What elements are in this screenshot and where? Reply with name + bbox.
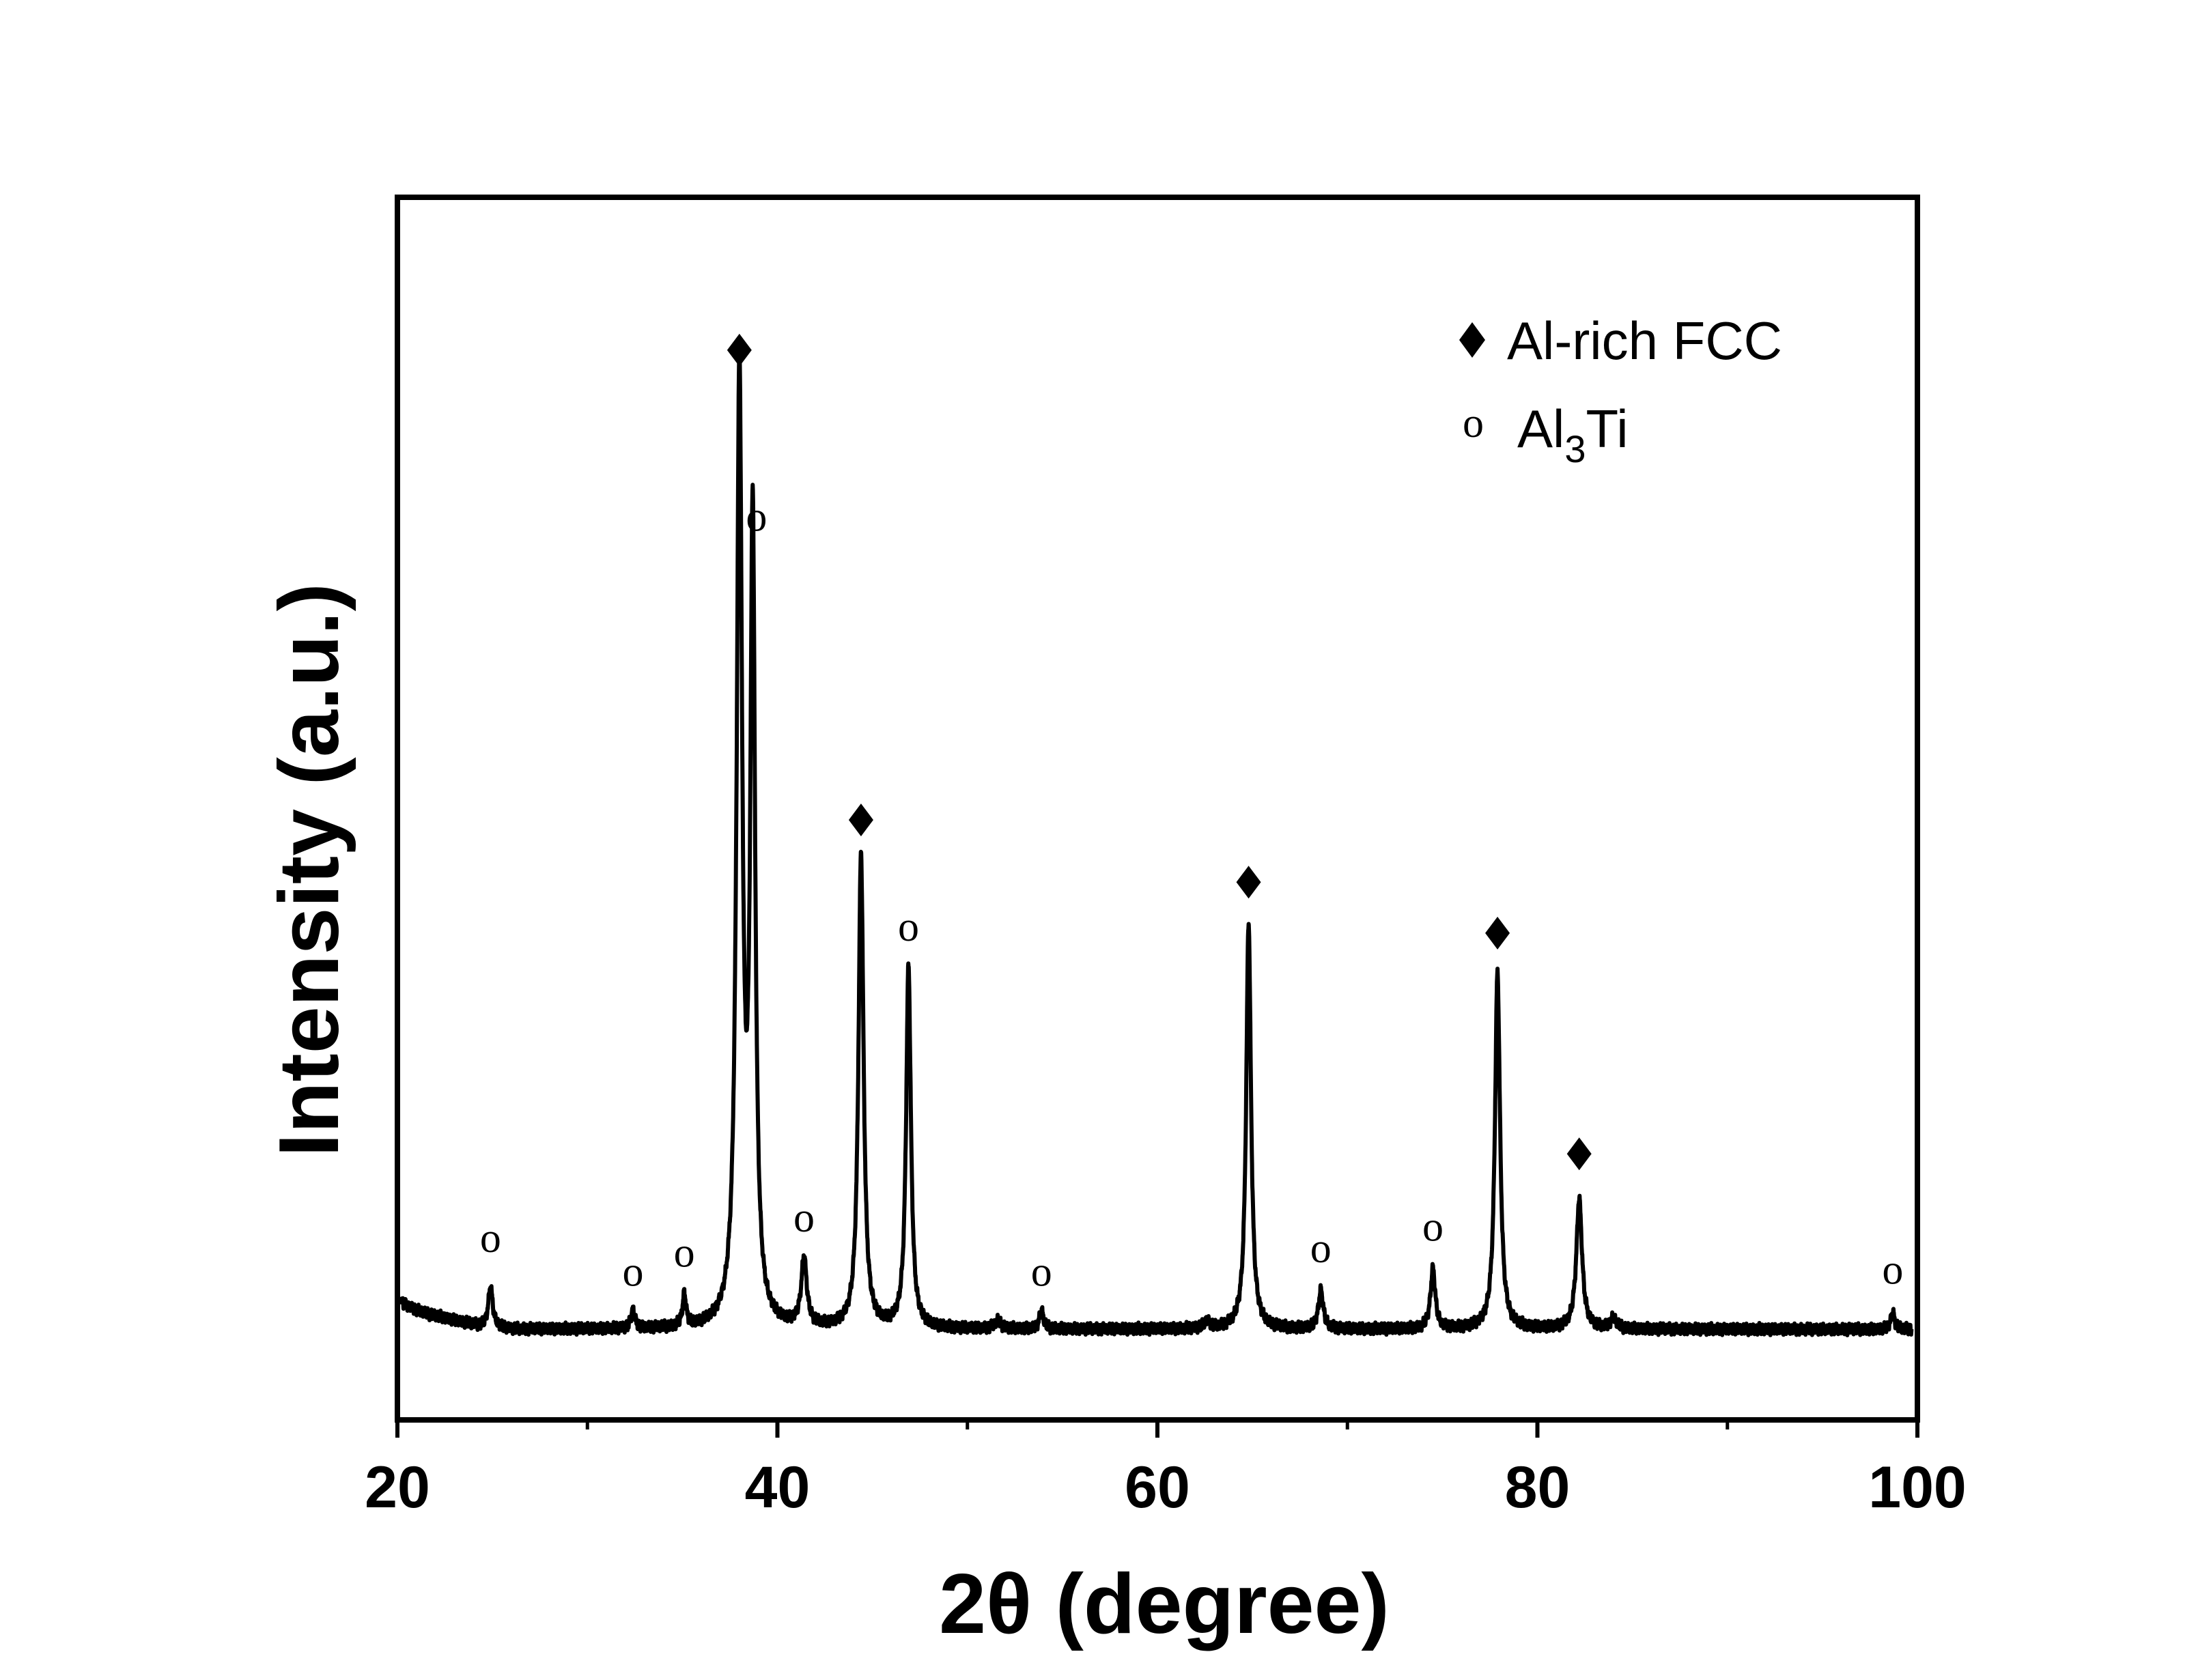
al3ti-peak-marker: o [898, 904, 919, 950]
al3ti-peak-marker: o [1310, 1225, 1332, 1272]
fcc-peak-marker [1236, 866, 1261, 899]
x-axis-title: 2θ (degree) [939, 1557, 1390, 1651]
legend: Al-rich FCC o Al3Ti [1459, 311, 1782, 470]
x-tick-label: 20 [365, 1455, 430, 1520]
xrd-pattern-line [399, 351, 1914, 1337]
al3ti-peak-marker: o [1882, 1247, 1903, 1293]
x-tick-label: 80 [1505, 1455, 1571, 1520]
fcc-peak-marker [848, 803, 873, 837]
fcc-peak-marker [727, 333, 752, 367]
legend-item-fcc: Al-rich FCC [1459, 311, 1782, 371]
al3ti-peak-marker: o [480, 1215, 501, 1262]
x-tick-label: 40 [745, 1455, 811, 1520]
fcc-peak-marker [1485, 916, 1510, 950]
al3ti-peak-marker: o [793, 1195, 815, 1241]
al3ti-peak-marker: o [746, 494, 767, 541]
legend-diamond-marker [1459, 322, 1485, 358]
x-tick-label: 60 [1125, 1455, 1190, 1520]
x-axis-ticks: 20 40 60 80 100 [365, 1420, 1967, 1520]
legend-label-al3ti: Al3Ti [1517, 399, 1629, 470]
al3ti-peak-marker: o [1031, 1249, 1052, 1296]
fcc-peak-marker [1566, 1137, 1592, 1171]
legend-label-al3ti-main: Al [1517, 399, 1564, 459]
al3ti-peak-marker: o [674, 1230, 695, 1277]
legend-label-al3ti-tail: Ti [1586, 399, 1629, 459]
al3ti-peak-marker: o [1422, 1204, 1444, 1250]
legend-item-al3ti: o Al3Ti [1463, 399, 1629, 470]
legend-label-fcc: Al-rich FCC [1507, 311, 1782, 371]
legend-label-al3ti-sub: 3 [1564, 427, 1586, 470]
y-axis-title: Intensity (a.u.) [262, 583, 356, 1157]
x-tick-label: 100 [1868, 1455, 1967, 1520]
al3ti-peak-marker: o [623, 1249, 644, 1296]
legend-circle-marker: o [1463, 400, 1484, 446]
